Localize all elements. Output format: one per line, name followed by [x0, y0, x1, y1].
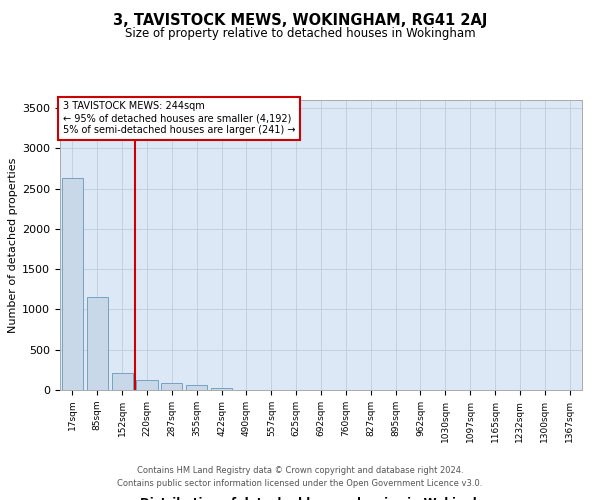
Text: Contains HM Land Registry data © Crown copyright and database right 2024.
Contai: Contains HM Land Registry data © Crown c… — [118, 466, 482, 487]
Bar — [161, 383, 182, 390]
Bar — [62, 178, 83, 390]
Bar — [112, 372, 133, 390]
Bar — [87, 298, 108, 390]
Text: 3, TAVISTOCK MEWS, WOKINGHAM, RG41 2AJ: 3, TAVISTOCK MEWS, WOKINGHAM, RG41 2AJ — [113, 12, 487, 28]
Text: 3 TAVISTOCK MEWS: 244sqm
← 95% of detached houses are smaller (4,192)
5% of semi: 3 TAVISTOCK MEWS: 244sqm ← 95% of detach… — [62, 102, 295, 134]
Bar — [186, 385, 207, 390]
Bar — [136, 380, 158, 390]
X-axis label: Distribution of detached houses by size in Wokingham: Distribution of detached houses by size … — [140, 498, 502, 500]
Y-axis label: Number of detached properties: Number of detached properties — [8, 158, 18, 332]
Bar — [211, 388, 232, 390]
Text: Size of property relative to detached houses in Wokingham: Size of property relative to detached ho… — [125, 28, 475, 40]
